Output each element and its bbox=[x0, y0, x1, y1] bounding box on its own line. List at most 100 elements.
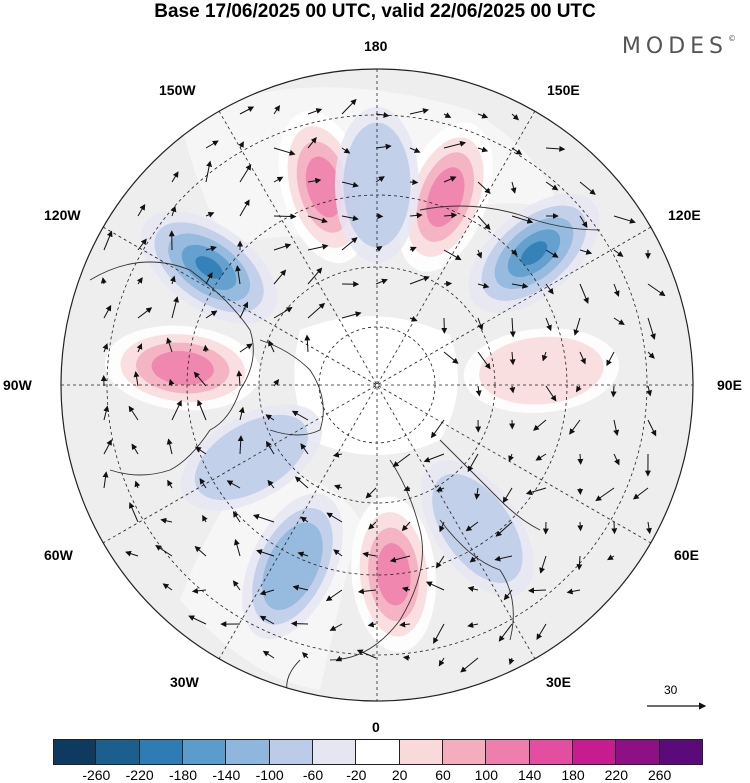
wind-arrow bbox=[232, 580, 241, 591]
wind-arrow bbox=[646, 385, 653, 397]
wind-arrow bbox=[137, 203, 146, 217]
wind-arrow bbox=[300, 516, 309, 523]
wind-arrow bbox=[579, 215, 588, 228]
wind-arrow bbox=[137, 307, 153, 319]
wind-arrow bbox=[539, 555, 547, 574]
wind-arrow bbox=[341, 181, 359, 188]
wind-arrow bbox=[191, 587, 207, 594]
colorbar-segment bbox=[486, 739, 530, 765]
wind-arrow bbox=[273, 147, 296, 156]
wind-arrow bbox=[511, 249, 518, 256]
wind-arrow bbox=[476, 249, 483, 259]
wind-arrow bbox=[510, 181, 517, 194]
wind-arrow bbox=[469, 555, 479, 563]
wind-arrow bbox=[409, 315, 418, 322]
wind-arrow bbox=[133, 371, 140, 387]
wind-arrow bbox=[268, 339, 275, 353]
wind-arrow bbox=[403, 485, 411, 492]
lon-label-90w: 90W bbox=[3, 377, 32, 393]
wind-arrow bbox=[307, 177, 322, 184]
wind-arrow bbox=[205, 160, 213, 183]
siberia-high-contour bbox=[426, 167, 465, 227]
wind-arrow bbox=[595, 487, 615, 502]
wind-arrow bbox=[465, 521, 479, 532]
wind-arrow bbox=[166, 337, 173, 353]
map-boundary bbox=[60, 68, 694, 702]
wind-arrow bbox=[433, 623, 445, 644]
wind-arrow bbox=[573, 317, 581, 336]
wind-arrow bbox=[273, 306, 293, 319]
wind-arrow bbox=[425, 581, 445, 591]
colorbar-segment bbox=[442, 739, 487, 765]
wind-arrow bbox=[409, 108, 429, 115]
lon-label-120e: 120E bbox=[668, 207, 701, 223]
wind-arrow bbox=[535, 453, 547, 461]
wind-arrow bbox=[273, 104, 281, 115]
wind-arrow bbox=[545, 317, 552, 332]
wind-arrow bbox=[545, 249, 559, 258]
wind-arrow bbox=[136, 343, 143, 353]
wind-arrow bbox=[194, 545, 207, 557]
wind-arrow bbox=[467, 453, 479, 473]
wind-arrow bbox=[511, 147, 523, 155]
wind-arrow bbox=[188, 615, 207, 625]
colorbar-tick-label: -140 bbox=[212, 767, 241, 783]
wind-arrow bbox=[439, 521, 445, 533]
wind-arrow bbox=[613, 317, 625, 326]
wind-arrow bbox=[436, 486, 445, 492]
wind-arrow bbox=[265, 414, 275, 421]
wind-arrow bbox=[273, 378, 280, 387]
lon-label-150w: 150W bbox=[159, 82, 196, 98]
wind-arrow bbox=[205, 310, 218, 319]
wind-arrow bbox=[329, 623, 343, 631]
wind-arrow bbox=[332, 451, 343, 458]
wind-arrow bbox=[171, 399, 182, 421]
wind-arrow bbox=[541, 351, 548, 362]
wind-arrow bbox=[511, 282, 529, 289]
wind-arrow bbox=[575, 385, 582, 393]
wind-arrow bbox=[423, 453, 445, 463]
colorbar-segment bbox=[53, 739, 97, 765]
wind-arrow bbox=[162, 583, 173, 591]
wind-arrow bbox=[576, 555, 583, 571]
colorbar-segment bbox=[269, 739, 313, 765]
colorbar-tick-label: 100 bbox=[474, 767, 499, 783]
wind-arrow bbox=[365, 487, 377, 499]
wind-arrow bbox=[375, 176, 385, 183]
wind-arrow bbox=[647, 351, 655, 359]
wind-arrow bbox=[579, 351, 586, 365]
lon-label-120w: 120W bbox=[44, 207, 81, 223]
wind-arrow bbox=[134, 480, 141, 489]
wind-arrow bbox=[341, 237, 358, 251]
graticule bbox=[61, 69, 693, 701]
wind-arrow bbox=[647, 317, 656, 340]
wind-arrow bbox=[167, 479, 173, 489]
wind-arrow bbox=[509, 351, 516, 366]
colorbar-segment bbox=[529, 739, 573, 765]
wind-arrow bbox=[610, 385, 617, 398]
wind-arrow bbox=[205, 212, 215, 218]
wind-arrow bbox=[194, 446, 207, 455]
wind-arrow bbox=[430, 419, 445, 439]
wind-arrow bbox=[494, 555, 513, 562]
colorbar-segment bbox=[659, 739, 703, 765]
wind-arrow bbox=[362, 551, 377, 558]
wind-arrow bbox=[401, 586, 411, 593]
colorbar-ticks: -260 -220 -180 -140 -100 -60 -20 20 60 100 140 180 2… bbox=[53, 767, 703, 783]
map-title: Base 17/06/2025 00 UTC, valid 22/06/2025… bbox=[154, 1, 596, 22]
wind-arrow bbox=[205, 272, 213, 285]
wind-arrow bbox=[137, 238, 147, 251]
wind-arrow bbox=[236, 370, 243, 387]
wind-arrow bbox=[193, 371, 207, 387]
wind-arrow bbox=[443, 280, 453, 287]
wind-arrow bbox=[168, 378, 175, 387]
wind-arrow bbox=[235, 265, 242, 285]
wind-arrow bbox=[611, 521, 618, 535]
wind-arrow bbox=[273, 269, 287, 285]
labrador-low-contour bbox=[194, 414, 308, 501]
wind-arrow bbox=[579, 283, 589, 304]
lon-label-90e: 90E bbox=[717, 377, 742, 393]
wind-arrow bbox=[259, 589, 275, 596]
wind-arrow bbox=[645, 521, 652, 535]
